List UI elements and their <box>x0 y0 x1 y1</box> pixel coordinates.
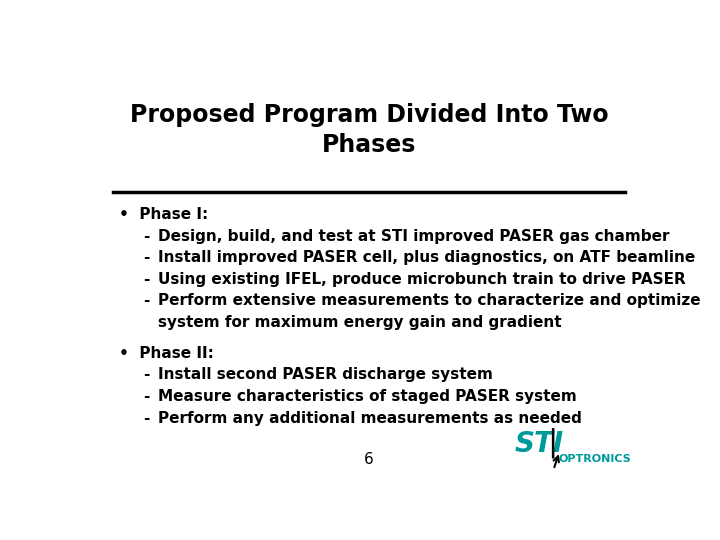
Text: 6: 6 <box>364 452 374 467</box>
Text: Perform any additional measurements as needed: Perform any additional measurements as n… <box>158 410 582 426</box>
Text: -: - <box>143 294 149 308</box>
Text: -: - <box>143 389 149 404</box>
Text: |: | <box>547 427 557 457</box>
Text: Install second PASER discharge system: Install second PASER discharge system <box>158 367 493 382</box>
Text: •  Phase I:: • Phase I: <box>120 207 209 222</box>
Text: Measure characteristics of staged PASER system: Measure characteristics of staged PASER … <box>158 389 577 404</box>
Text: -: - <box>143 410 149 426</box>
Text: -: - <box>143 272 149 287</box>
Text: Proposed Program Divided Into Two
Phases: Proposed Program Divided Into Two Phases <box>130 103 608 157</box>
Text: STI: STI <box>515 429 564 457</box>
Text: -: - <box>143 251 149 265</box>
Text: Using existing IFEL, produce microbunch train to drive PASER: Using existing IFEL, produce microbunch … <box>158 272 686 287</box>
Text: Install improved PASER cell, plus diagnostics, on ATF beamline: Install improved PASER cell, plus diagno… <box>158 251 696 265</box>
Text: •  Phase II:: • Phase II: <box>120 346 215 361</box>
Text: OPTRONICS: OPTRONICS <box>559 454 631 464</box>
Text: -: - <box>143 229 149 244</box>
Text: -: - <box>143 367 149 382</box>
Text: Design, build, and test at STI improved PASER gas chamber: Design, build, and test at STI improved … <box>158 229 670 244</box>
Text: system for maximum energy gain and gradient: system for maximum energy gain and gradi… <box>158 315 562 330</box>
Text: Perform extensive measurements to characterize and optimize: Perform extensive measurements to charac… <box>158 294 701 308</box>
